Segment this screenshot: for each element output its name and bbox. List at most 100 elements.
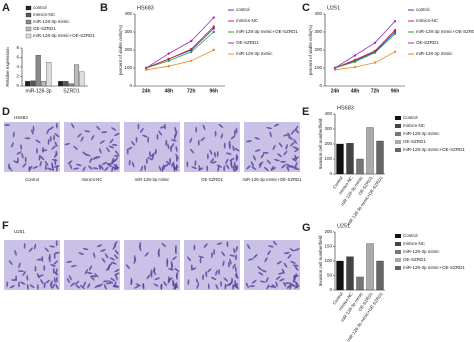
cell [54,133,60,138]
cell [78,252,85,255]
cell [26,274,29,281]
cell [235,164,238,171]
legend-swatch [25,26,32,32]
cell [235,254,237,261]
cell [55,283,59,290]
legend-swatch [25,19,32,25]
cell [56,276,58,283]
cell [55,240,58,247]
point [190,59,193,62]
cell [225,158,229,165]
cell [260,153,265,159]
cell [273,123,280,127]
cell [218,123,224,129]
cell [153,269,156,276]
cell [6,281,9,288]
cell [90,276,95,281]
cell [191,166,198,169]
cell [114,268,120,273]
series-line [146,26,215,69]
cell [175,153,179,160]
cell [166,261,169,268]
cell [96,125,101,131]
legend-swatch [395,140,401,144]
cell [281,164,286,169]
cell [44,164,47,171]
point [373,41,377,44]
cell [283,252,290,255]
cell [101,131,108,134]
series-line [146,28,215,69]
cell [111,127,117,131]
point [167,57,170,61]
image-label: mimics-NC [81,177,102,182]
cell [233,161,236,168]
cell [49,135,52,142]
legend-swatch [395,258,401,262]
cell [70,264,77,268]
cell [167,143,170,150]
cell [290,261,296,264]
y-tick-label: 400 [314,11,322,16]
bar [73,64,80,87]
point [373,49,377,53]
cell [234,279,237,286]
image-group-title: U251 [14,229,25,234]
bar [63,81,69,87]
point [190,39,193,43]
bar [356,158,364,175]
cell [153,283,159,287]
y-tick-label: 0 [329,287,332,292]
chart-title: U251 [327,5,340,11]
cell [125,264,131,270]
legend-label: miR-128-3p mimic+OE-SZRD1 [33,33,95,38]
cell [234,266,237,273]
cell [220,133,224,139]
cell [254,137,261,140]
cell [198,164,201,171]
series-line [334,51,396,71]
cell [18,262,21,269]
cell [88,265,93,271]
cell [232,263,236,269]
y-tick-label: 200 [324,229,332,234]
cell [150,152,156,157]
cell [292,277,296,283]
cell [175,130,178,137]
point [393,32,397,35]
cell [86,272,93,274]
cell [200,136,206,142]
cell [43,282,46,289]
cell [94,284,100,289]
cell [108,262,113,267]
y-tick-label: 50 [327,273,333,278]
cell [102,280,109,283]
cell [113,167,120,171]
legend-label: miR-128-3p mimic+OE-SZRD1 [403,265,465,270]
cell [209,149,213,155]
legend-label: miR-128-3p mimic+OE-SZRD1 [403,147,465,152]
cell [157,248,160,255]
legend-swatch [395,124,401,128]
x-tick-label: 48h [351,88,360,94]
cell [111,144,118,146]
legend-label: miR-128-3p mimic+OE-SZRD1 [416,29,474,34]
cell [131,141,136,146]
y-axis-label: Relative expression [5,47,10,87]
point [353,65,357,69]
panel-label: A [2,2,10,14]
cell [226,241,229,248]
cell [263,166,269,172]
cell [233,129,236,136]
cell [55,122,58,129]
bar [376,140,384,175]
cell [247,258,254,261]
cell [147,156,153,161]
cell [54,159,57,166]
cell [193,244,196,251]
cell [142,134,148,138]
point [353,54,357,57]
cell [175,271,179,278]
cell [98,148,102,154]
cell [31,129,34,135]
